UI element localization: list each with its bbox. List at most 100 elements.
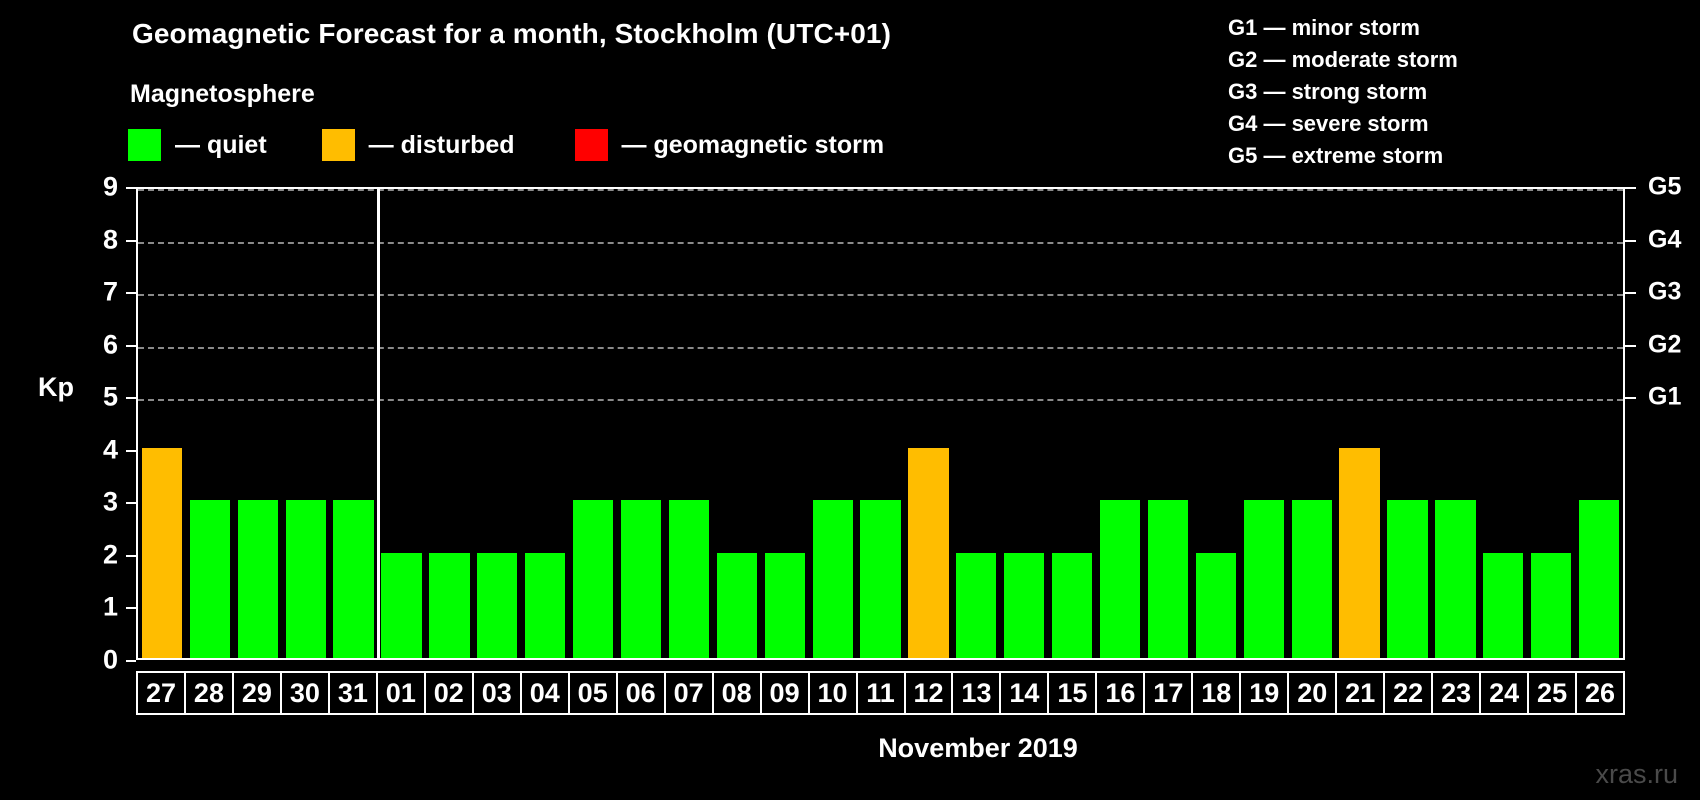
bar-day-15[interactable]: [1052, 552, 1093, 658]
bar-day-22[interactable]: [1387, 500, 1428, 658]
bar-cell[interactable]: [809, 189, 857, 658]
day-label-19[interactable]: 19: [1241, 673, 1290, 713]
bar-cell[interactable]: [713, 189, 761, 658]
bar-day-20[interactable]: [1291, 500, 1332, 658]
g-tick-mark-G2: [1625, 344, 1636, 347]
day-label-11[interactable]: 11: [858, 673, 906, 713]
bar-day-08[interactable]: [716, 552, 757, 658]
bar-day-23[interactable]: [1435, 500, 1476, 658]
day-label-18[interactable]: 18: [1193, 673, 1242, 713]
bar-cell[interactable]: [1527, 189, 1575, 658]
day-label-23[interactable]: 23: [1433, 673, 1482, 713]
bar-cell[interactable]: [282, 189, 330, 658]
day-label-20[interactable]: 20: [1289, 673, 1338, 713]
bar-day-21[interactable]: [1339, 447, 1380, 658]
bar-day-04[interactable]: [525, 552, 566, 658]
bar-cell[interactable]: [473, 189, 521, 658]
bar-day-16[interactable]: [1099, 500, 1141, 658]
y-tick-mark-7: [126, 292, 136, 295]
bar-cell[interactable]: [1048, 189, 1096, 658]
bar-day-28[interactable]: [189, 500, 230, 658]
bar-cell[interactable]: [234, 189, 282, 658]
y-tick-mark-0: [126, 660, 136, 662]
bar-cell[interactable]: [665, 189, 713, 658]
bar-day-05[interactable]: [572, 500, 614, 658]
bar-cell[interactable]: [1384, 189, 1432, 658]
bar-day-02[interactable]: [429, 552, 470, 658]
bar-day-29[interactable]: [237, 500, 278, 658]
bar-day-17[interactable]: [1147, 500, 1189, 658]
bar-day-10[interactable]: [812, 500, 853, 658]
legend-item-disturbed: — disturbed: [321, 129, 515, 161]
bar-day-25[interactable]: [1531, 552, 1572, 658]
day-label-25[interactable]: 25: [1529, 673, 1578, 713]
bar-cell[interactable]: [378, 189, 426, 658]
day-label-22[interactable]: 22: [1385, 673, 1434, 713]
bar-cell[interactable]: [1240, 189, 1288, 658]
day-label-13[interactable]: 13: [953, 673, 1002, 713]
bar-cell[interactable]: [1575, 189, 1623, 658]
bar-cell[interactable]: [761, 189, 809, 658]
day-label-16[interactable]: 16: [1097, 673, 1146, 713]
bar-day-27[interactable]: [141, 447, 183, 658]
day-label-06[interactable]: 06: [618, 673, 666, 713]
bar-cell[interactable]: [330, 189, 378, 658]
bar-day-14[interactable]: [1004, 552, 1045, 658]
day-label-28[interactable]: 28: [186, 673, 234, 713]
bar-cell[interactable]: [521, 189, 569, 658]
bar-day-03[interactable]: [477, 552, 518, 658]
bar-day-24[interactable]: [1483, 552, 1524, 658]
bar-cell[interactable]: [1431, 189, 1479, 658]
bar-day-26[interactable]: [1579, 500, 1620, 658]
day-label-07[interactable]: 07: [666, 673, 714, 713]
bar-cell[interactable]: [857, 189, 905, 658]
day-label-17[interactable]: 17: [1145, 673, 1194, 713]
g-tick-label-G5: G5: [1648, 172, 1682, 201]
bar-day-30[interactable]: [285, 500, 326, 658]
day-label-05[interactable]: 05: [570, 673, 618, 713]
bar-cell[interactable]: [952, 189, 1000, 658]
bar-day-31[interactable]: [333, 500, 374, 658]
bar-day-07[interactable]: [668, 500, 710, 658]
day-label-02[interactable]: 02: [426, 673, 474, 713]
bar-day-12[interactable]: [908, 447, 949, 658]
bar-cell[interactable]: [138, 189, 186, 658]
bar-day-06[interactable]: [620, 500, 662, 658]
day-label-03[interactable]: 03: [474, 673, 522, 713]
bar-cell[interactable]: [905, 189, 953, 658]
bar-day-11[interactable]: [860, 500, 901, 658]
bar-day-19[interactable]: [1243, 500, 1284, 658]
bar-day-13[interactable]: [956, 552, 997, 658]
bar-cell[interactable]: [617, 189, 665, 658]
day-label-26[interactable]: 26: [1585, 677, 1616, 708]
bar-day-09[interactable]: [764, 552, 805, 658]
day-label-27[interactable]: 27: [138, 673, 186, 713]
bar-cell[interactable]: [1000, 189, 1048, 658]
day-label-15[interactable]: 15: [1049, 673, 1098, 713]
day-label-12[interactable]: 12: [906, 673, 954, 713]
bar-cell[interactable]: [1479, 189, 1527, 658]
day-label-21[interactable]: 21: [1337, 673, 1386, 713]
bar-cell[interactable]: [1144, 189, 1192, 658]
day-label-01[interactable]: 01: [378, 673, 426, 713]
bar-cell[interactable]: [1336, 189, 1384, 658]
day-label-10[interactable]: 10: [810, 673, 858, 713]
day-label-29[interactable]: 29: [234, 673, 282, 713]
bar-day-01[interactable]: [381, 552, 422, 658]
day-label-04[interactable]: 04: [522, 673, 570, 713]
bar-cell[interactable]: [1192, 189, 1240, 658]
day-label-09[interactable]: 09: [762, 673, 810, 713]
bar-cell[interactable]: [186, 189, 234, 658]
bar-day-18[interactable]: [1195, 552, 1236, 658]
day-label-31[interactable]: 31: [330, 673, 378, 713]
day-label-30[interactable]: 30: [282, 673, 330, 713]
gridline-kp-7: [138, 294, 1623, 297]
bar-cell[interactable]: [569, 189, 617, 658]
bar-cell[interactable]: [425, 189, 473, 658]
day-label-24[interactable]: 24: [1481, 673, 1530, 713]
bar-cell[interactable]: [1288, 189, 1336, 658]
bar-cell[interactable]: [1096, 189, 1144, 658]
day-label-08[interactable]: 08: [714, 673, 762, 713]
day-label-14[interactable]: 14: [1001, 673, 1050, 713]
